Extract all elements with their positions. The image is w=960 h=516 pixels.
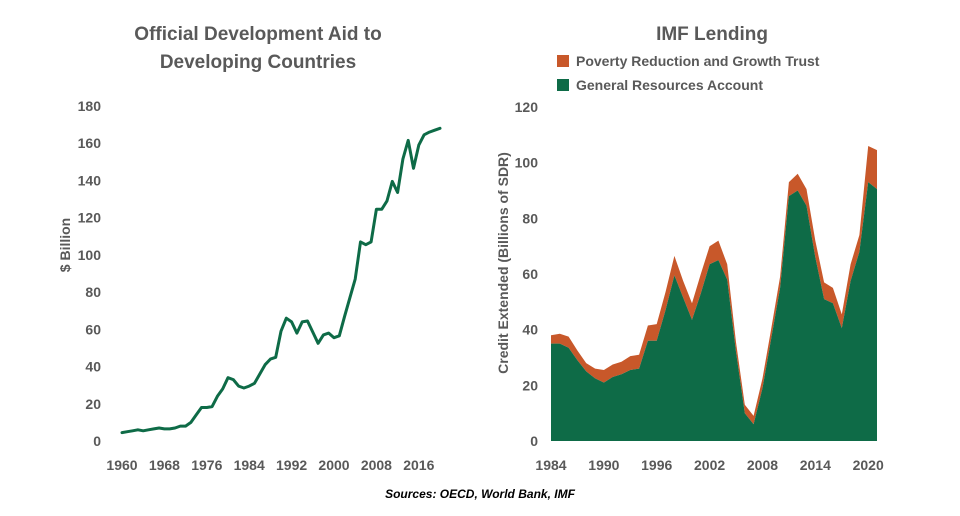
imf-chart-title: IMF Lending bbox=[656, 24, 768, 45]
imf-y-tick-label: 40 bbox=[522, 322, 538, 338]
imf-x-tick-label: 2002 bbox=[694, 457, 725, 473]
oda-y-tick-label: 100 bbox=[78, 247, 102, 263]
oda-y-tick-label: 60 bbox=[85, 321, 101, 337]
oda-x-tick-labels: 1960 1968 1976 1984 1992 2000 2008 2016 bbox=[106, 457, 434, 473]
oda-x-tick-label: 1968 bbox=[149, 457, 180, 473]
legend-swatch-prgt bbox=[557, 55, 569, 67]
oda-x-tick-label: 1960 bbox=[106, 457, 137, 473]
oda-x-tick-label: 1992 bbox=[276, 457, 307, 473]
oda-x-tick-label: 2008 bbox=[361, 457, 392, 473]
oda-y-tick-label: 120 bbox=[78, 210, 102, 226]
imf-x-tick-labels: 1984 1990 1996 2002 2008 2014 2020 bbox=[535, 457, 884, 473]
oda-x-tick-label: 1976 bbox=[191, 457, 222, 473]
imf-x-tick-label: 2020 bbox=[853, 457, 884, 473]
oda-y-tick-label: 160 bbox=[78, 135, 102, 151]
imf-area-gra bbox=[551, 182, 877, 441]
legend-swatch-gra bbox=[557, 79, 569, 91]
oda-y-tick-label: 0 bbox=[93, 433, 101, 449]
imf-y-tick-label: 0 bbox=[530, 433, 538, 449]
oda-x-tick-label: 1984 bbox=[234, 457, 265, 473]
source-note: Sources: OECD, World Bank, IMF bbox=[385, 487, 575, 501]
oda-x-tick-label: 2016 bbox=[403, 457, 434, 473]
oda-y-tick-label: 180 bbox=[78, 98, 102, 114]
oda-chart-title-line-2: Developing Countries bbox=[160, 52, 356, 73]
oda-y-tick-label: 20 bbox=[85, 396, 101, 412]
oda-y-tick-label: 140 bbox=[78, 172, 102, 188]
imf-y-tick-label: 20 bbox=[522, 377, 538, 393]
imf-y-axis-label: Credit Extended (Billions of SDR) bbox=[495, 152, 511, 374]
imf-y-tick-label: 60 bbox=[522, 266, 538, 282]
oda-x-tick-label: 2000 bbox=[318, 457, 349, 473]
imf-y-tick-label: 120 bbox=[515, 99, 539, 115]
legend-label-prgt: Poverty Reduction and Growth Trust bbox=[576, 53, 820, 69]
oda-y-tick-labels: 0 20 40 60 80 100 120 140 160 180 bbox=[78, 98, 102, 449]
oda-y-tick-label: 80 bbox=[85, 284, 101, 300]
oda-y-tick-label: 40 bbox=[85, 359, 101, 375]
oda-y-axis-label: $ Billion bbox=[57, 218, 73, 272]
oda-chart: Official Development Aid to Developing C… bbox=[57, 24, 442, 473]
legend-label-gra: General Resources Account bbox=[576, 77, 763, 93]
imf-legend: Poverty Reduction and Growth Trust Gener… bbox=[557, 53, 820, 93]
imf-chart: IMF Lending Poverty Reduction and Growth… bbox=[495, 24, 884, 473]
imf-y-tick-label: 80 bbox=[522, 210, 538, 226]
imf-y-tick-labels: 0 20 40 60 80 100 120 bbox=[515, 99, 539, 449]
imf-y-tick-label: 100 bbox=[515, 155, 539, 171]
oda-chart-title-line-1: Official Development Aid to bbox=[134, 24, 381, 45]
imf-x-tick-label: 2008 bbox=[747, 457, 778, 473]
imf-x-tick-label: 1990 bbox=[588, 457, 619, 473]
imf-x-tick-label: 2014 bbox=[800, 457, 831, 473]
imf-x-tick-label: 1984 bbox=[535, 457, 566, 473]
oda-series-line bbox=[120, 126, 442, 435]
imf-x-tick-label: 1996 bbox=[641, 457, 672, 473]
